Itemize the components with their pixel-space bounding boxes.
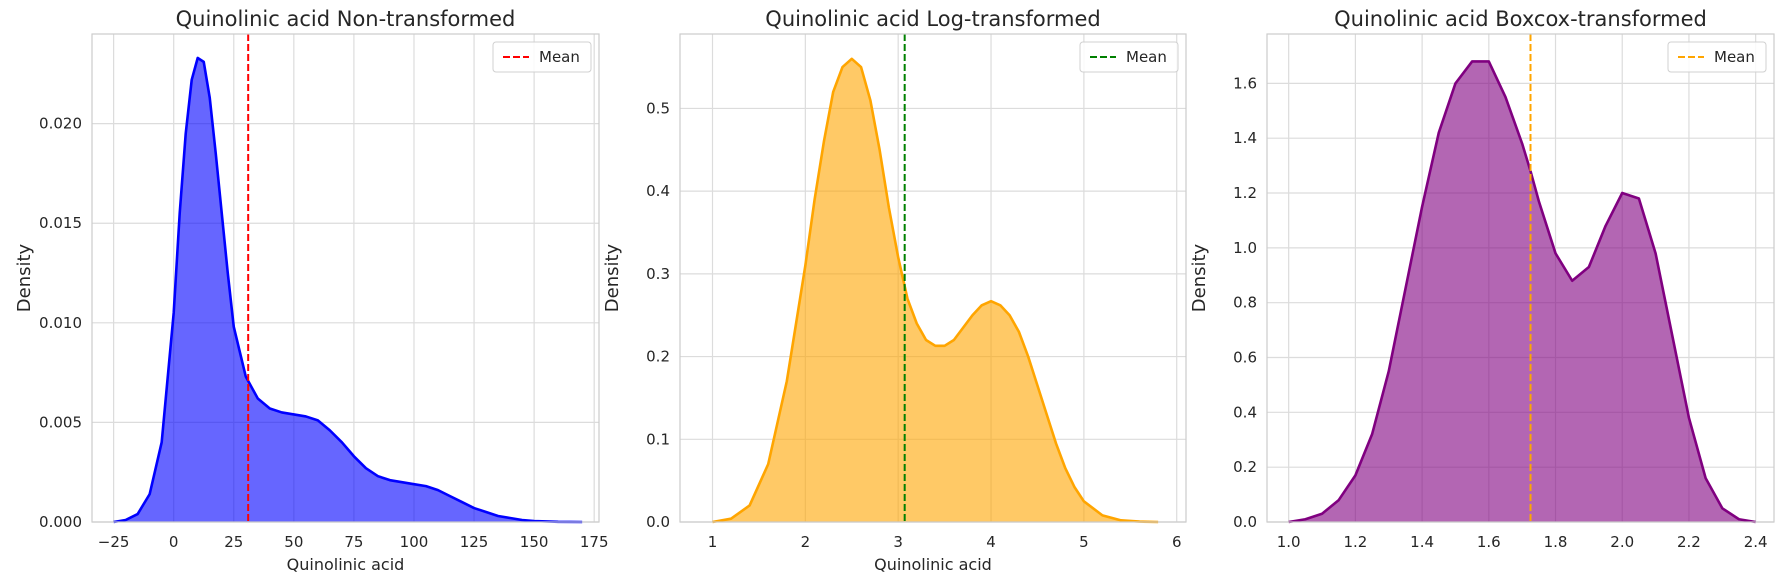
- density-area: [1288, 61, 1756, 523]
- legend-mean-label: Mean: [1714, 48, 1755, 66]
- legend: Mean: [492, 41, 592, 73]
- chart-title: Quinolinic acid Boxcox-transformed: [1334, 7, 1707, 31]
- legend: Mean: [1667, 41, 1767, 73]
- y-tick-label: 0.000: [39, 513, 82, 531]
- x-tick-label: 150: [520, 533, 549, 551]
- density-curve: [1288, 60, 1756, 524]
- x-tick-label: 1.8: [1544, 533, 1568, 551]
- x-tick-label: 2.4: [1744, 533, 1768, 551]
- y-tick-label: 0.015: [39, 214, 82, 232]
- y-tick-label: 0.6: [1233, 349, 1257, 367]
- x-tick-label: 2.2: [1677, 533, 1701, 551]
- x-tick-label: 0: [169, 533, 179, 551]
- y-tick-label: 0.010: [39, 314, 82, 332]
- y-axis-label: Density: [602, 243, 623, 312]
- y-axis-label: Density: [1189, 243, 1210, 312]
- x-tick-label: 125: [460, 533, 489, 551]
- legend-box: [1667, 41, 1767, 73]
- panel-non-transformed: −25 0 25 50 75 100 125 150 175 0.000 0.005 0.010 0.0…: [14, 7, 609, 574]
- y-tick-label: 0.0: [646, 513, 670, 531]
- chart-title: Quinolinic acid Log-transformed: [765, 7, 1100, 31]
- x-axis-label: Quinolinic acid: [874, 555, 992, 574]
- y-tick-label: 0.005: [39, 413, 82, 431]
- legend-mean-label: Mean: [1126, 48, 1167, 66]
- x-axis-label: Quinolinic acid: [287, 555, 405, 574]
- y-tick-label: 0.3: [646, 265, 670, 283]
- density-area: [712, 58, 1159, 523]
- x-tick-label: 3: [893, 533, 903, 551]
- y-tick-label: 0.0: [1233, 513, 1257, 531]
- y-axis-label: Density: [14, 243, 35, 312]
- x-tick-label: 4: [986, 533, 996, 551]
- x-tick-label: 5: [1079, 533, 1089, 551]
- density-curve: [712, 57, 1159, 524]
- y-tick-label: 0.8: [1233, 294, 1257, 312]
- y-tick-label: 1.0: [1233, 239, 1257, 257]
- x-tick-label: 175: [580, 533, 609, 551]
- y-tick-label: 0.2: [1233, 458, 1257, 476]
- x-tick-label: 50: [284, 533, 303, 551]
- y-tick-label: 1.2: [1233, 184, 1257, 202]
- y-tick-label: 1.4: [1233, 129, 1257, 147]
- legend-box: [1079, 41, 1179, 73]
- x-tick-label: 1.2: [1343, 533, 1367, 551]
- axes-frame: [1266, 33, 1775, 523]
- x-tick-label: 6: [1172, 533, 1182, 551]
- y-tick-label: 0.4: [646, 182, 670, 200]
- x-tick-label: 1.0: [1277, 533, 1301, 551]
- y-tick-label: 0.4: [1233, 403, 1257, 421]
- legend-box: [492, 41, 592, 73]
- x-tick-label: 2: [801, 533, 811, 551]
- axes-frame: [91, 33, 600, 523]
- legend-mean-label: Mean: [539, 48, 580, 66]
- x-tick-label: 2.0: [1610, 533, 1634, 551]
- chart-title: Quinolinic acid Non-transformed: [176, 7, 516, 31]
- panel-boxcox-transformed: 1.0 1.2 1.4 1.6 1.8 2.0 2.2 2.4 0.0 0.2 0.4 0.6 0.8 1…: [1189, 7, 1775, 551]
- y-tick-label: 0.020: [39, 115, 82, 133]
- x-tick-label: 1.4: [1410, 533, 1434, 551]
- panel-log-transformed: 1 2 3 4 5 6 0.0 0.1 0.2 0.3 0.4 0.5 Quinolinic acid …: [602, 7, 1187, 574]
- legend: Mean: [1079, 41, 1179, 73]
- axes-frame: [679, 33, 1187, 523]
- y-tick-label: 0.1: [646, 430, 670, 448]
- x-tick-label: 100: [400, 533, 429, 551]
- y-tick-label: 0.2: [646, 348, 670, 366]
- y-tick-label: 0.5: [646, 99, 670, 117]
- x-tick-label: −25: [98, 533, 130, 551]
- x-tick-label: 75: [344, 533, 363, 551]
- x-tick-label: 1.6: [1477, 533, 1501, 551]
- density-curve: [113, 56, 583, 524]
- x-tick-label: 1: [708, 533, 718, 551]
- x-tick-label: 25: [224, 533, 243, 551]
- density-area: [113, 57, 583, 523]
- y-tick-label: 1.6: [1233, 74, 1257, 92]
